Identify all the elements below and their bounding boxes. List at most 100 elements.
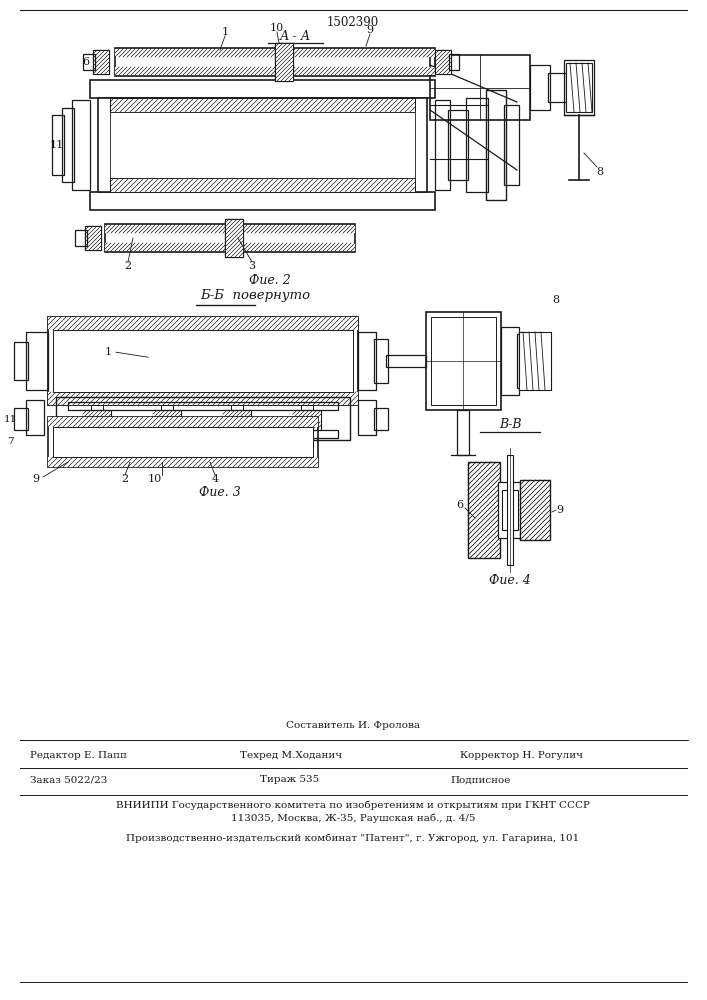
Bar — [231, 405, 243, 410]
Text: Фие. 4: Фие. 4 — [489, 574, 531, 586]
Bar — [431, 317, 496, 405]
Bar — [374, 408, 388, 430]
Bar — [105, 243, 355, 251]
Bar — [85, 226, 101, 250]
Bar — [386, 355, 426, 367]
Bar — [83, 422, 111, 429]
Text: Подписное: Подписное — [450, 776, 510, 784]
Bar — [83, 54, 95, 70]
Bar — [530, 65, 550, 110]
Bar — [105, 225, 355, 233]
Bar — [91, 405, 103, 410]
Bar — [110, 98, 415, 112]
Bar — [158, 437, 190, 455]
Bar — [26, 400, 44, 435]
Bar — [68, 402, 338, 410]
Bar — [85, 226, 101, 250]
Bar — [293, 411, 321, 418]
Bar — [68, 432, 298, 437]
Bar — [83, 410, 111, 430]
Bar — [161, 405, 173, 410]
Text: 2: 2 — [124, 261, 132, 271]
Bar — [566, 63, 592, 112]
Text: ВНИИПИ Государственного комитета по изобретениям и открытиям при ГКНТ СССР: ВНИИПИ Государственного комитета по изоб… — [116, 800, 590, 810]
Bar — [93, 50, 109, 74]
Bar — [62, 108, 74, 182]
Bar — [501, 327, 519, 395]
Bar — [520, 480, 550, 540]
Bar — [502, 490, 518, 530]
Text: 6: 6 — [457, 500, 464, 510]
Bar — [374, 339, 388, 383]
Bar — [91, 430, 103, 435]
Bar — [93, 50, 109, 74]
Bar — [14, 342, 28, 380]
Text: Составитель И. Фролова: Составитель И. Фролова — [286, 720, 420, 730]
Bar — [72, 100, 90, 190]
Bar — [301, 430, 313, 435]
Text: 3: 3 — [248, 261, 255, 271]
Bar — [52, 115, 64, 175]
Bar — [293, 422, 321, 429]
Bar — [358, 400, 376, 435]
Bar — [435, 50, 451, 74]
Bar — [223, 422, 251, 429]
Text: 8: 8 — [552, 295, 559, 305]
Bar — [223, 410, 251, 430]
Text: А - А: А - А — [279, 30, 310, 43]
Text: 4: 4 — [211, 474, 218, 484]
Text: 2: 2 — [122, 474, 129, 484]
Text: 11: 11 — [50, 140, 64, 150]
Bar — [53, 330, 353, 392]
Bar — [486, 90, 506, 200]
Bar — [56, 397, 350, 440]
Bar — [426, 312, 501, 410]
Bar — [153, 411, 181, 418]
Bar — [105, 224, 355, 252]
Bar — [435, 100, 450, 190]
Bar — [26, 332, 48, 390]
Text: Корректор Н. Рогулич: Корректор Н. Рогулич — [460, 750, 583, 760]
Bar — [293, 410, 321, 430]
Text: 1: 1 — [105, 347, 112, 357]
Bar — [466, 98, 488, 192]
Bar — [90, 192, 435, 210]
Bar — [498, 482, 522, 538]
Text: 1502390: 1502390 — [327, 16, 379, 29]
Bar — [275, 43, 293, 81]
Bar — [48, 457, 318, 467]
Bar — [223, 437, 255, 455]
Bar — [448, 110, 468, 180]
Text: Производственно-издательский комбинат "Патент", г. Ужгород, ул. Гагарина, 101: Производственно-издательский комбинат "П… — [127, 833, 580, 843]
Bar — [115, 49, 435, 57]
Text: Фие. 2: Фие. 2 — [249, 273, 291, 286]
Bar — [68, 455, 298, 460]
Text: 10: 10 — [270, 23, 284, 33]
Bar — [110, 112, 415, 178]
Bar — [48, 417, 318, 467]
Bar — [48, 317, 358, 330]
Text: 9: 9 — [33, 474, 40, 484]
Text: 8: 8 — [597, 167, 604, 177]
Bar — [468, 462, 500, 558]
Bar — [275, 43, 293, 81]
Bar — [53, 427, 313, 457]
Bar — [90, 80, 435, 98]
Bar — [93, 438, 125, 444]
Text: 7: 7 — [6, 438, 13, 446]
Bar — [564, 60, 594, 115]
Bar — [98, 98, 427, 192]
Bar — [223, 411, 251, 418]
Bar — [48, 392, 358, 405]
Bar — [153, 410, 181, 430]
Bar — [548, 73, 566, 102]
Text: Заказ 5022/23: Заказ 5022/23 — [30, 776, 107, 784]
Text: Редактор Е. Папп: Редактор Е. Папп — [30, 750, 127, 760]
Text: 6: 6 — [83, 57, 90, 67]
Bar — [507, 455, 513, 565]
Bar — [435, 50, 451, 74]
Bar — [519, 332, 551, 390]
Text: 1: 1 — [221, 27, 228, 37]
Bar — [158, 448, 190, 454]
Bar — [430, 55, 530, 120]
